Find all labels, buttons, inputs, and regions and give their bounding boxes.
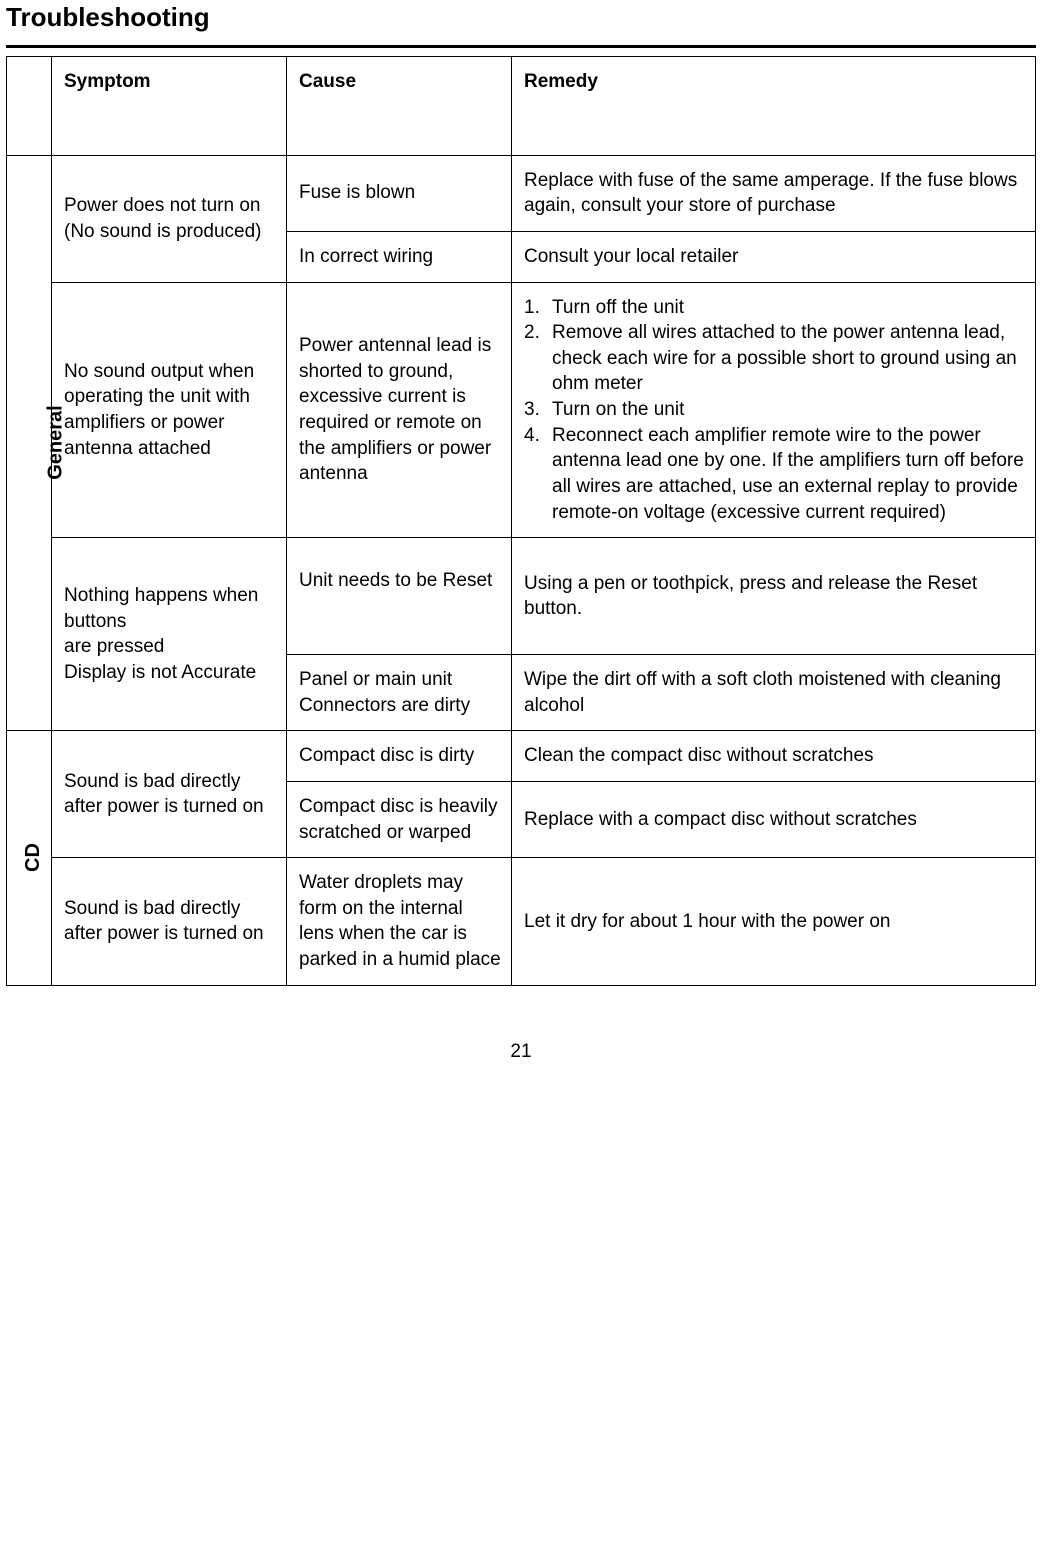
table-row: General Power does not turn on (No sound… xyxy=(7,155,1036,231)
remedy-cell: Replace with fuse of the same amperage. … xyxy=(512,155,1036,231)
cause-cell: Panel or main unit Connectors are dirty xyxy=(287,654,512,730)
symptom-cell: Sound is bad directly after power is tur… xyxy=(52,731,287,858)
remedy-cell: Let it dry for about 1 hour with the pow… xyxy=(512,858,1036,986)
category-general-label: General xyxy=(43,406,70,480)
header-blank xyxy=(7,57,52,156)
remedy-cell: Wipe the dirt off with a soft cloth mois… xyxy=(512,654,1036,730)
table-row: No sound output when operating the unit … xyxy=(7,282,1036,538)
cause-cell: Power antennal lead is shorted to ground… xyxy=(287,282,512,538)
remedy-cell: 1.Turn off the unit 2.Remove all wires a… xyxy=(512,282,1036,538)
rule xyxy=(6,45,1036,48)
symptom-cell: Sound is bad directly after power is tur… xyxy=(52,858,287,986)
category-general: General xyxy=(7,155,52,731)
category-cd-label: CD xyxy=(20,844,47,873)
page-number: 21 xyxy=(6,1041,1036,1063)
cause-cell: Unit needs to be Reset xyxy=(287,538,512,655)
cause-cell: Compact disc is dirty xyxy=(287,731,512,782)
cause-cell: Compact disc is heavily scratched or war… xyxy=(287,781,512,857)
category-cd: CD xyxy=(7,731,52,985)
header-cause: Cause xyxy=(287,57,512,156)
remedy-cell: Using a pen or toothpick, press and rele… xyxy=(512,538,1036,655)
symptom-cell: No sound output when operating the unit … xyxy=(52,282,287,538)
header-remedy: Remedy xyxy=(512,57,1036,156)
cause-cell: Fuse is blown xyxy=(287,155,512,231)
remedy-cell: Clean the compact disc without scratches xyxy=(512,731,1036,782)
remedy-cell: Consult your local retailer xyxy=(512,231,1036,282)
symptom-cell: Nothing happens when buttons are pressed… xyxy=(52,538,287,731)
header-symptom: Symptom xyxy=(52,57,287,156)
table-row: CD Sound is bad directly after power is … xyxy=(7,731,1036,782)
cause-cell: In correct wiring xyxy=(287,231,512,282)
table-row: Sound is bad directly after power is tur… xyxy=(7,858,1036,986)
symptom-cell: Power does not turn on (No sound is prod… xyxy=(52,155,287,282)
remedy-cell: Replace with a compact disc without scra… xyxy=(512,781,1036,857)
page-title: Troubleshooting xyxy=(6,0,1036,33)
table-header-row: Symptom Cause Remedy xyxy=(7,57,1036,156)
troubleshoot-table: Symptom Cause Remedy General Power does … xyxy=(6,56,1036,986)
table-row: Nothing happens when buttons are pressed… xyxy=(7,538,1036,655)
cause-cell: Water droplets may form on the internal … xyxy=(287,858,512,986)
